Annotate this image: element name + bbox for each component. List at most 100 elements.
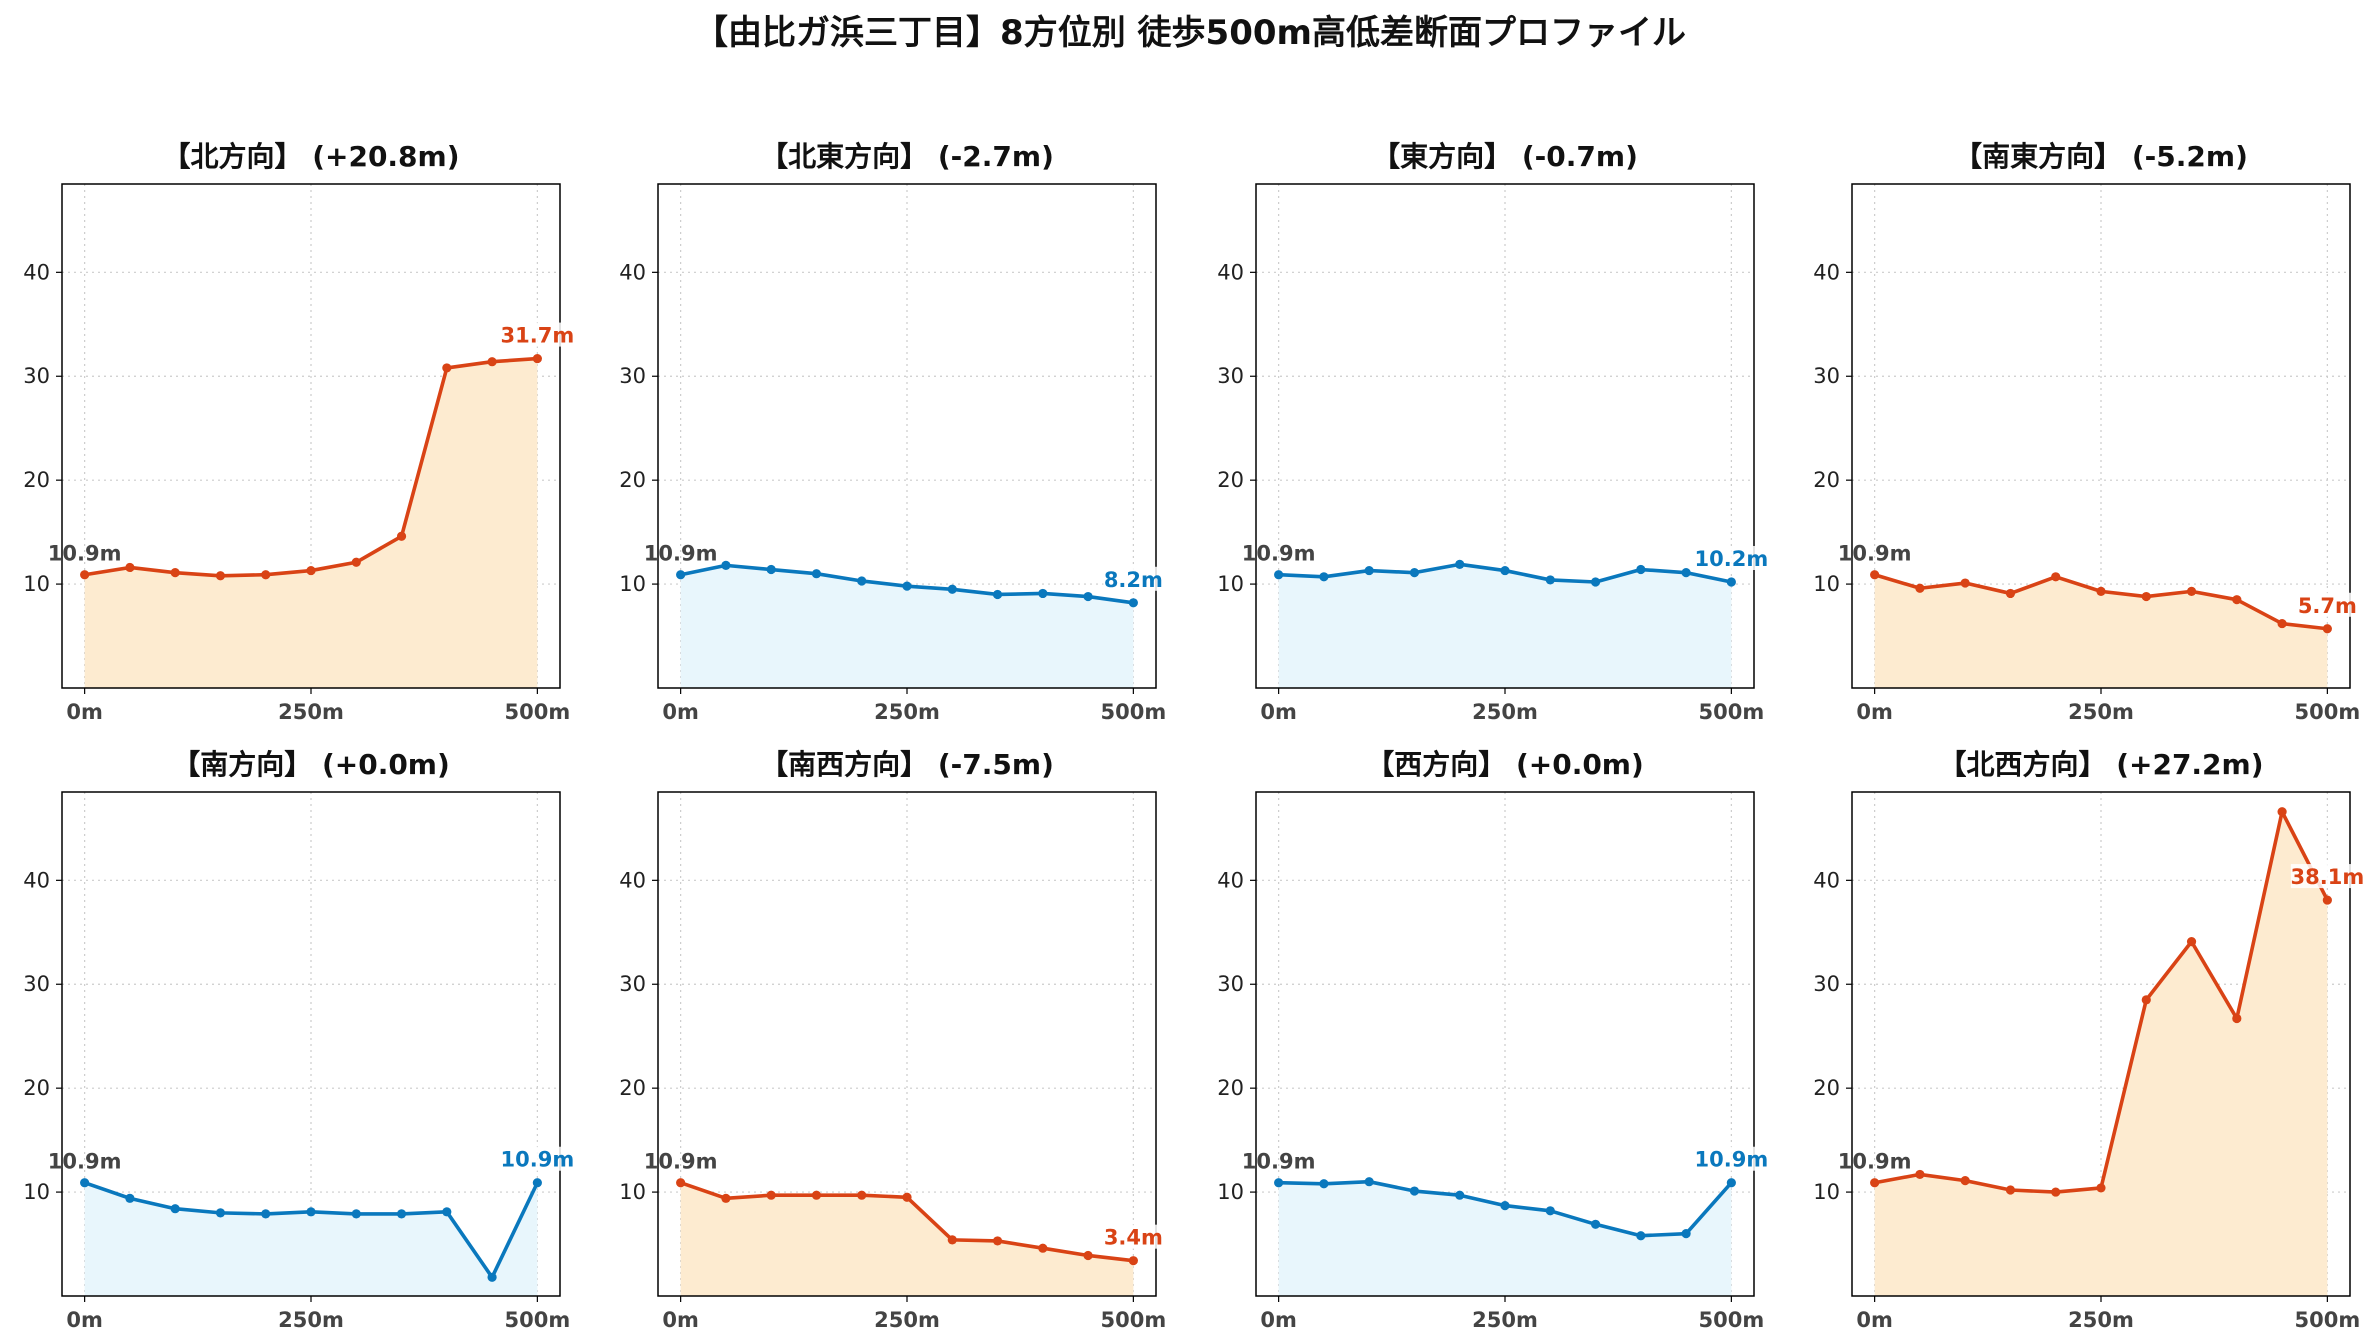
data-point — [1409, 568, 1420, 578]
start-value-label: 10.9m — [1838, 1150, 1912, 1174]
panel-title: 【南方向】 (+0.0m) — [172, 748, 450, 781]
data-point — [125, 562, 135, 573]
y-tick-label: 30 — [619, 364, 646, 388]
panel-7: 【北西方向】 (+27.2m) 10 20 30 40 0m 250m 500m 10.9m 38… — [1813, 748, 2364, 1332]
y-tick-label: 10 — [619, 1180, 646, 1204]
data-point — [947, 584, 957, 594]
end-value-label: 10.9m — [501, 1148, 575, 1172]
y-tick-label: 10 — [619, 572, 646, 596]
panel-0: 【北方向】 (+20.8m) 10 20 30 40 0m 250m 500m 10.9m 31.… — [23, 140, 574, 724]
data-point — [1038, 588, 1048, 599]
data-point — [2005, 588, 2016, 599]
end-label-bg — [1694, 546, 1768, 571]
data-point — [1870, 570, 1880, 580]
y-tick-label: 10 — [1813, 1180, 1840, 1204]
data-point — [2051, 1187, 2061, 1197]
x-tick-label: 500m — [505, 1308, 571, 1332]
y-tick-label: 30 — [1217, 972, 1244, 996]
data-point — [351, 1209, 361, 1219]
data-point — [2277, 618, 2287, 629]
y-tick-label: 30 — [23, 972, 50, 996]
x-tick-label: 250m — [2068, 700, 2134, 724]
data-point — [1915, 583, 1925, 593]
data-point — [170, 568, 180, 578]
data-point — [1960, 578, 1970, 588]
data-point — [857, 1190, 867, 1200]
data-point — [1409, 1186, 1420, 1196]
end-value-label: 38.1m — [2291, 865, 2365, 889]
x-tick-label: 500m — [2295, 1308, 2361, 1332]
data-point — [676, 1178, 686, 1188]
data-point — [1681, 568, 1691, 578]
area-fill — [680, 565, 1134, 688]
data-point — [2096, 586, 2106, 596]
y-tick-label: 20 — [1813, 468, 1840, 492]
data-point — [947, 1235, 957, 1245]
panel-title: 【北東方向】 (-2.7m) — [760, 140, 1054, 173]
y-tick-label: 20 — [1217, 468, 1244, 492]
y-tick-label: 40 — [619, 260, 646, 284]
end-label-bg — [500, 322, 574, 347]
y-tick-label: 30 — [1217, 364, 1244, 388]
start-value-label: 10.9m — [1242, 542, 1316, 566]
x-tick-label: 0m — [1260, 1308, 1297, 1332]
panel-title: 【東方向】 (-0.7m) — [1372, 140, 1638, 173]
data-point — [1038, 1243, 1048, 1253]
data-point — [2232, 1013, 2242, 1024]
data-point — [902, 581, 912, 591]
data-point — [2186, 586, 2197, 596]
data-point — [676, 570, 686, 580]
y-tick-label: 40 — [1217, 868, 1244, 892]
data-point — [1319, 1179, 1329, 1189]
data-point — [532, 1178, 542, 1188]
data-point — [1364, 565, 1374, 576]
y-tick-label: 30 — [23, 364, 50, 388]
data-point — [1636, 1231, 1646, 1241]
panel-title: 【南東方向】 (-5.2m) — [1954, 140, 2248, 173]
data-point — [857, 576, 867, 586]
data-point — [351, 557, 361, 567]
panels-grid: 【北方向】 (+20.8m) 10 20 30 40 0m 250m 500m 10.9m 31.… — [23, 140, 2364, 1332]
panel-4: 【南方向】 (+0.0m) 10 20 30 40 0m 250m 500m 10.9m 10.9… — [23, 748, 574, 1332]
figure-title: 【由比ガ浜三丁目】8方位別 徒歩500m高低差断面プロファイル — [694, 13, 1686, 53]
y-tick-label: 40 — [1813, 868, 1840, 892]
data-point — [442, 1207, 452, 1217]
data-point — [1960, 1176, 1970, 1186]
panel-title: 【北方向】 (+20.8m) — [162, 140, 459, 173]
data-point — [1726, 577, 1736, 587]
data-point — [1083, 591, 1093, 602]
y-tick-label: 20 — [23, 1076, 50, 1100]
data-point — [2141, 995, 2151, 1005]
x-tick-label: 500m — [1699, 700, 1765, 724]
data-point — [811, 1190, 822, 1200]
end-label-bg — [2290, 864, 2364, 889]
data-point — [1128, 1256, 1138, 1266]
start-value-label: 10.9m — [48, 542, 122, 566]
data-point — [902, 1192, 912, 1202]
data-point — [125, 1193, 135, 1203]
area-fill — [84, 1182, 538, 1296]
data-point — [215, 1208, 226, 1218]
end-value-label: 3.4m — [1104, 1226, 1163, 1250]
data-point — [442, 363, 452, 373]
x-tick-label: 500m — [1699, 1308, 1765, 1332]
data-point — [992, 589, 1003, 600]
area-fill — [1278, 564, 1732, 688]
data-point — [766, 564, 776, 575]
end-label-bg — [1694, 1146, 1768, 1171]
y-tick-label: 10 — [1217, 1180, 1244, 1204]
data-point — [2277, 807, 2287, 817]
data-point — [1590, 1219, 1601, 1229]
data-point — [1319, 572, 1329, 582]
x-tick-label: 250m — [278, 1308, 344, 1332]
data-point — [1681, 1229, 1691, 1239]
data-point — [532, 353, 542, 364]
data-point — [1455, 1190, 1465, 1200]
data-point — [80, 1178, 90, 1188]
data-point — [1274, 570, 1284, 580]
end-label-bg — [1103, 566, 1164, 591]
data-point — [1455, 559, 1465, 569]
end-value-label: 10.9m — [1695, 1148, 1769, 1172]
x-tick-label: 0m — [66, 700, 103, 724]
